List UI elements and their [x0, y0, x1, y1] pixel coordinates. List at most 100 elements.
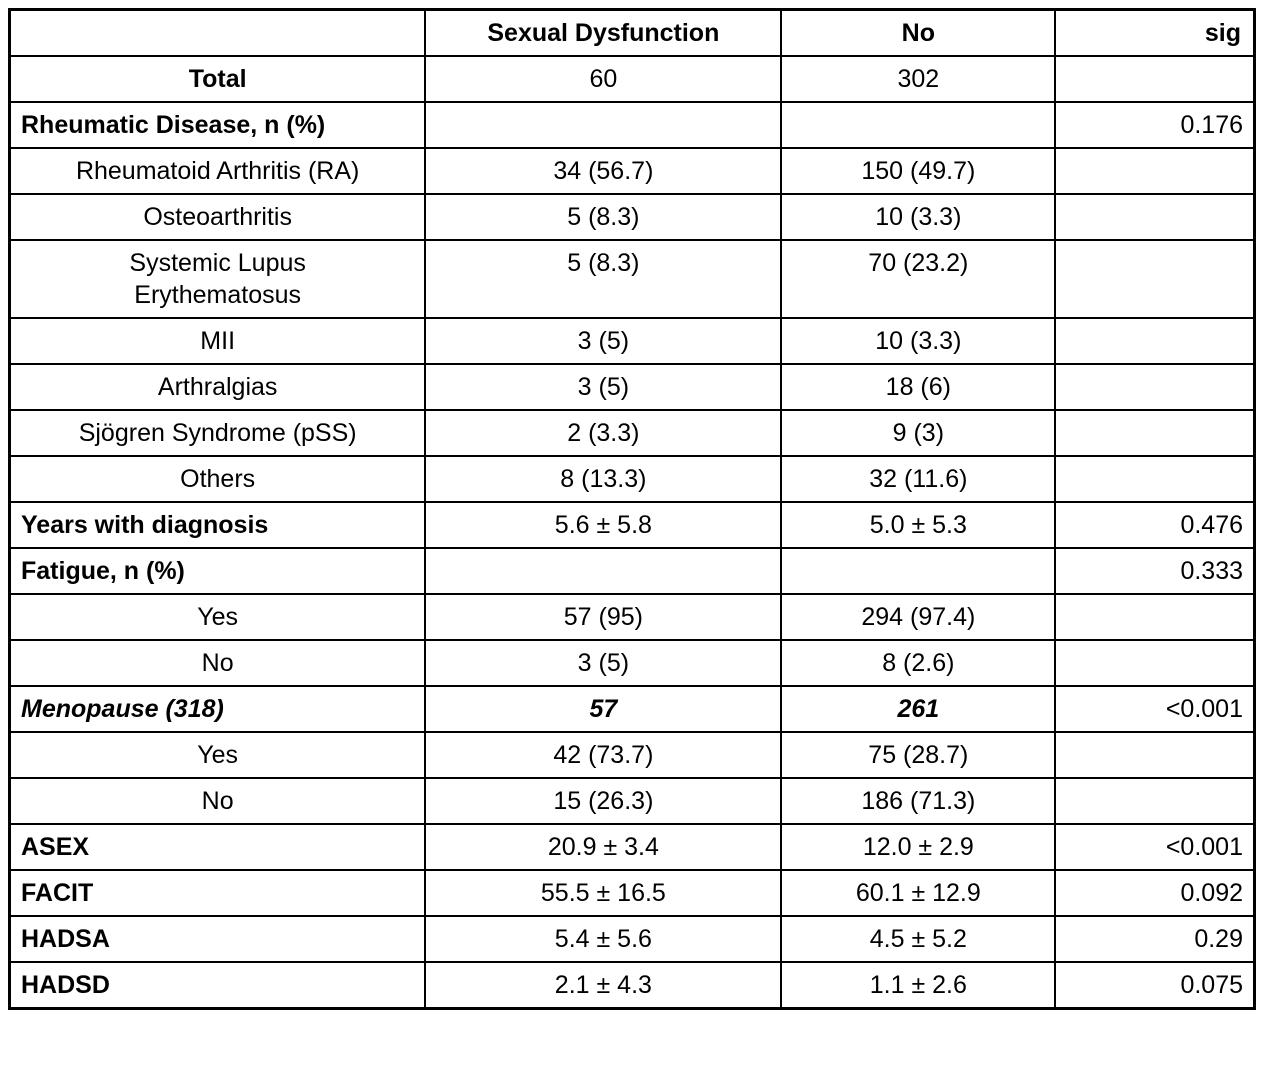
- statistics-table: Sexual Dysfunction No sig Total 60 302 Rheu…: [8, 8, 1256, 1010]
- cell-no: 18 (6): [780, 363, 1057, 411]
- cell-sexual-dysfunction: 5 (8.3): [424, 239, 783, 319]
- row-label: Menopause (318): [8, 685, 427, 733]
- row-label: Yes: [8, 593, 427, 641]
- cell-sexual-dysfunction: [424, 101, 783, 149]
- row-label: HADSA: [8, 915, 427, 963]
- table-row: HADSD 2.1 ± 4.3 1.1 ± 2.6 0.075: [8, 961, 1256, 1010]
- cell-no: 8 (2.6): [780, 639, 1057, 687]
- cell-sig: [1054, 363, 1256, 411]
- cell-sexual-dysfunction: 55.5 ± 16.5: [424, 869, 783, 917]
- cell-no: [780, 547, 1057, 595]
- cell-no: 60.1 ± 12.9: [780, 869, 1057, 917]
- cell-no: 12.0 ± 2.9: [780, 823, 1057, 871]
- cell-sig: 0.29: [1054, 915, 1256, 963]
- cell-sig: [1054, 731, 1256, 779]
- table-row: No 15 (26.3) 186 (71.3): [8, 777, 1256, 825]
- table-row: Osteoarthritis 5 (8.3) 10 (3.3): [8, 193, 1256, 241]
- cell-no: 150 (49.7): [780, 147, 1057, 195]
- table-row: Yes 57 (95) 294 (97.4): [8, 593, 1256, 641]
- cell-no: 302: [780, 55, 1057, 103]
- table-row: Total 60 302: [8, 55, 1256, 103]
- table-row: Rheumatoid Arthritis (RA) 34 (56.7) 150 (4…: [8, 147, 1256, 195]
- row-label: HADSD: [8, 961, 427, 1010]
- cell-no: 70 (23.2): [780, 239, 1057, 319]
- cell-sig: 0.092: [1054, 869, 1256, 917]
- row-label: ASEX: [8, 823, 427, 871]
- table-body: Total 60 302 Rheumatic Disease, n (%) 0.176 R…: [8, 55, 1256, 1010]
- table-row: Fatigue, n (%) 0.333: [8, 547, 1256, 595]
- row-label: Arthralgias: [8, 363, 427, 411]
- cell-no: 75 (28.7): [780, 731, 1057, 779]
- table-row: FACIT 55.5 ± 16.5 60.1 ± 12.9 0.092: [8, 869, 1256, 917]
- cell-sig: <0.001: [1054, 823, 1256, 871]
- cell-sig: [1054, 455, 1256, 503]
- cell-sig: [1054, 193, 1256, 241]
- cell-sig: [1054, 239, 1256, 319]
- cell-no: 10 (3.3): [780, 193, 1057, 241]
- row-label: Osteoarthritis: [8, 193, 427, 241]
- cell-sig: <0.001: [1054, 685, 1256, 733]
- row-label: FACIT: [8, 869, 427, 917]
- cell-sexual-dysfunction: 5.6 ± 5.8: [424, 501, 783, 549]
- row-label: Fatigue, n (%): [8, 547, 427, 595]
- cell-no: 10 (3.3): [780, 317, 1057, 365]
- cell-no: 261: [780, 685, 1057, 733]
- cell-sexual-dysfunction: 5 (8.3): [424, 193, 783, 241]
- header-no: No: [780, 8, 1057, 57]
- cell-sig: 0.075: [1054, 961, 1256, 1010]
- cell-sexual-dysfunction: 57 (95): [424, 593, 783, 641]
- header-row: Sexual Dysfunction No sig: [8, 8, 1256, 57]
- cell-sexual-dysfunction: 8 (13.3): [424, 455, 783, 503]
- row-label: Others: [8, 455, 427, 503]
- cell-no: 5.0 ± 5.3: [780, 501, 1057, 549]
- cell-no: [780, 101, 1057, 149]
- table-row: Rheumatic Disease, n (%) 0.176: [8, 101, 1256, 149]
- cell-sig: [1054, 777, 1256, 825]
- cell-sexual-dysfunction: 57: [424, 685, 783, 733]
- row-label: Total: [8, 55, 427, 103]
- header-empty-cell: [8, 8, 427, 57]
- cell-sexual-dysfunction: 2.1 ± 4.3: [424, 961, 783, 1010]
- cell-sexual-dysfunction: 15 (26.3): [424, 777, 783, 825]
- cell-sexual-dysfunction: [424, 547, 783, 595]
- header-sig: sig: [1054, 8, 1256, 57]
- cell-no: 186 (71.3): [780, 777, 1057, 825]
- row-label: Systemic Lupus Erythematosus: [8, 239, 427, 319]
- row-label: No: [8, 777, 427, 825]
- table-row: MII 3 (5) 10 (3.3): [8, 317, 1256, 365]
- cell-no: 294 (97.4): [780, 593, 1057, 641]
- header-sexual-dysfunction: Sexual Dysfunction: [424, 8, 783, 57]
- cell-sig: [1054, 593, 1256, 641]
- cell-sig: 0.176: [1054, 101, 1256, 149]
- cell-sig: [1054, 317, 1256, 365]
- table-row: Others 8 (13.3) 32 (11.6): [8, 455, 1256, 503]
- cell-sexual-dysfunction: 2 (3.3): [424, 409, 783, 457]
- table-row: Sjögren Syndrome (pSS) 2 (3.3) 9 (3): [8, 409, 1256, 457]
- cell-sig: [1054, 409, 1256, 457]
- cell-no: 9 (3): [780, 409, 1057, 457]
- table-row: Yes 42 (73.7) 75 (28.7): [8, 731, 1256, 779]
- cell-sexual-dysfunction: 20.9 ± 3.4: [424, 823, 783, 871]
- table-row: Years with diagnosis 5.6 ± 5.8 5.0 ± 5.3 0.…: [8, 501, 1256, 549]
- row-label: Sjögren Syndrome (pSS): [8, 409, 427, 457]
- cell-sig: 0.333: [1054, 547, 1256, 595]
- cell-sig: [1054, 639, 1256, 687]
- cell-sexual-dysfunction: 34 (56.7): [424, 147, 783, 195]
- cell-no: 4.5 ± 5.2: [780, 915, 1057, 963]
- row-label: Rheumatoid Arthritis (RA): [8, 147, 427, 195]
- table-row: HADSA 5.4 ± 5.6 4.5 ± 5.2 0.29: [8, 915, 1256, 963]
- row-label: Rheumatic Disease, n (%): [8, 101, 427, 149]
- cell-sexual-dysfunction: 3 (5): [424, 363, 783, 411]
- cell-sig: [1054, 147, 1256, 195]
- row-label: MII: [8, 317, 427, 365]
- cell-sexual-dysfunction: 42 (73.7): [424, 731, 783, 779]
- cell-sexual-dysfunction: 3 (5): [424, 317, 783, 365]
- table-row: Systemic Lupus Erythematosus 5 (8.3) 70 (2…: [8, 239, 1256, 319]
- cell-sexual-dysfunction: 3 (5): [424, 639, 783, 687]
- table-row: Arthralgias 3 (5) 18 (6): [8, 363, 1256, 411]
- cell-sexual-dysfunction: 60: [424, 55, 783, 103]
- cell-sig: 0.476: [1054, 501, 1256, 549]
- cell-no: 32 (11.6): [780, 455, 1057, 503]
- cell-sexual-dysfunction: 5.4 ± 5.6: [424, 915, 783, 963]
- row-label: Years with diagnosis: [8, 501, 427, 549]
